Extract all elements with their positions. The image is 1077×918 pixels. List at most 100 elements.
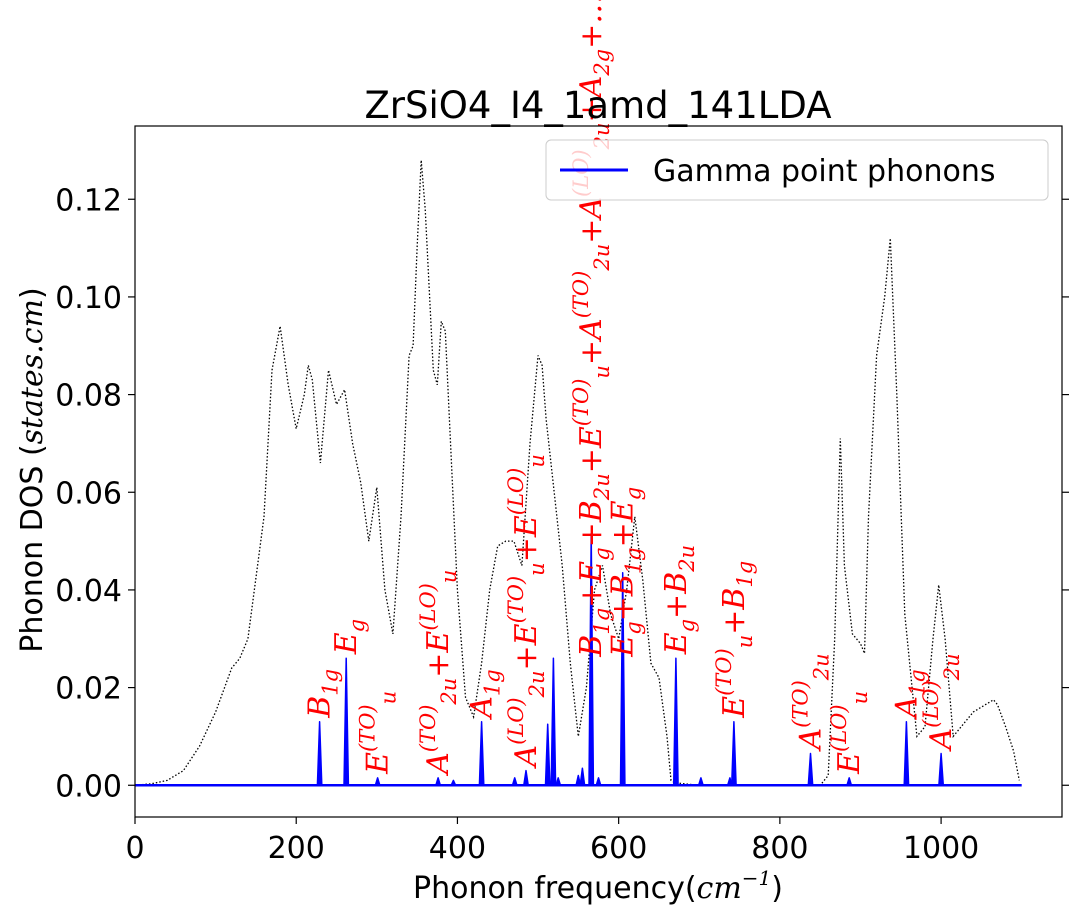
gamma-peaks-layer xyxy=(135,533,1022,787)
peak-label-part: u xyxy=(525,562,549,576)
gamma-peak xyxy=(450,779,457,787)
peak-label: A(LO)2u xyxy=(919,653,964,752)
peak-label-part: E xyxy=(329,632,364,655)
peak-label-part: 2u xyxy=(810,653,834,681)
gamma-peak xyxy=(316,721,323,787)
gamma-peak xyxy=(555,777,562,787)
peak-label-part: +A xyxy=(574,318,609,365)
gamma-peak xyxy=(478,721,485,787)
y-axis-label-unit: states.cm xyxy=(15,299,50,444)
peak-label-part: +E xyxy=(509,623,544,670)
peak-label-part: +B xyxy=(574,500,609,547)
y-axis-label-close: ) xyxy=(15,287,50,299)
peak-label-part: A xyxy=(889,696,924,721)
peak-label-part: +E xyxy=(574,426,609,473)
y-tick-label: 0.06 xyxy=(55,476,122,511)
y-tick-label: 0.02 xyxy=(55,672,122,707)
x-axis-label-exponent: −1 xyxy=(742,866,771,890)
legend-entry-gamma: Gamma point phonons xyxy=(653,154,995,189)
peak-label-part: u xyxy=(377,691,401,705)
peak-label-part: (LO) xyxy=(504,697,528,745)
legend-box xyxy=(545,139,1049,201)
legend: Gamma point phonons xyxy=(545,139,1049,201)
peak-label: A(TO)2u xyxy=(789,653,834,752)
peak-label-part: B xyxy=(574,635,609,658)
peak-label: Eg xyxy=(329,619,369,655)
plot-frame xyxy=(134,125,1063,818)
peak-label-part: g xyxy=(622,487,646,500)
peak-label: E(TO)u xyxy=(356,691,401,775)
gamma-peak xyxy=(523,769,529,787)
peak-label: A(LO)2u+E(TO)u+E(LO)u xyxy=(504,454,549,769)
axes-layer: 0 200 400 600 800 1000 0.00 0.02 0.04 0.06 0.08 0.1… xyxy=(55,125,1069,866)
peak-label-part: 2u xyxy=(940,653,964,681)
y-tick-label: 0.12 xyxy=(55,183,122,218)
peak-label-part: g xyxy=(590,547,614,560)
peak-label-part: u xyxy=(525,454,549,468)
x-tick-label: 400 xyxy=(429,831,486,866)
x-tick-label: 0 xyxy=(125,831,144,866)
peak-label: B1g xyxy=(303,669,343,719)
peak-label-part: E xyxy=(717,696,752,719)
y-tick-label: 0.04 xyxy=(55,574,122,609)
x-axis-label: Phonon frequency(cm−1) xyxy=(413,866,783,906)
peak-label-part: 2u xyxy=(590,244,614,272)
peak-label-part: (TO) xyxy=(569,271,593,319)
gamma-peak xyxy=(595,777,602,787)
peak-label: Eg+B2u xyxy=(659,545,699,655)
x-tick-label: 1000 xyxy=(903,831,979,866)
peak-label-part: +E xyxy=(574,561,609,608)
gamma-peak xyxy=(511,777,518,787)
peak-label-part: A xyxy=(465,696,500,721)
peak-label-part: g xyxy=(622,621,646,634)
peak-label-part: 2u xyxy=(675,545,699,573)
peak-label-part: +A xyxy=(574,76,609,123)
gamma-peak xyxy=(619,572,626,787)
peak-label-part: 1g xyxy=(905,669,929,696)
gamma-peak xyxy=(903,721,910,787)
peak-label-part: 2u xyxy=(437,678,461,706)
peak-label-part: u xyxy=(848,691,872,705)
peak-label-part: (TO) xyxy=(569,379,593,427)
gamma-peak xyxy=(938,752,945,787)
peak-label: Eg+B1g+Eg xyxy=(606,487,646,658)
gamma-peak xyxy=(544,723,551,787)
x-tick-label: 800 xyxy=(751,831,808,866)
x-axis-label-close: ) xyxy=(771,871,783,906)
peak-label: A(TO)2u+E(LO)u xyxy=(416,570,461,777)
peak-label-part: (LO) xyxy=(827,704,851,752)
x-axis-label-main: Phonon frequency( xyxy=(413,871,697,906)
peak-label-part: 2g xyxy=(590,49,614,77)
gamma-peak xyxy=(374,777,381,787)
peak-label-part: 1g xyxy=(481,669,505,696)
dos-curve-layer xyxy=(134,160,1020,786)
peak-label-part: (LO) xyxy=(919,680,943,728)
peak-label-part: A xyxy=(794,728,829,753)
peak-label-part: +E xyxy=(421,631,456,678)
peak-label-part: (TO) xyxy=(712,648,736,696)
gamma-peak xyxy=(550,657,557,787)
peak-label-part: B xyxy=(303,696,338,719)
x-tick-label: 600 xyxy=(590,831,647,866)
peak-label-part: E xyxy=(659,632,694,655)
peak-label: E(TO)u+B1g xyxy=(712,561,757,719)
peak-label-part: (TO) xyxy=(356,704,380,752)
peak-label-part: 1g xyxy=(590,608,614,635)
peak-label-part: u xyxy=(437,570,461,584)
gamma-peak xyxy=(697,777,704,787)
peak-label-part: +A xyxy=(574,197,609,244)
gamma-peak xyxy=(726,777,733,787)
peak-label-part: E xyxy=(361,752,396,775)
peak-label-part: 2u xyxy=(590,473,614,501)
gamma-peak xyxy=(672,657,679,787)
gamma-peak xyxy=(435,777,442,787)
y-axis-label: Phonon DOS (states.cm) xyxy=(15,287,50,652)
peak-label: A1g xyxy=(465,669,505,720)
y-tick-label: 0.00 xyxy=(55,769,122,804)
x-axis-label-unit: cm xyxy=(697,871,742,906)
y-axis-label-main: Phonon DOS ( xyxy=(15,444,50,652)
peak-label-part: +E xyxy=(509,515,544,562)
peak-label-part: (TO) xyxy=(504,576,528,624)
peak-label-part: A xyxy=(421,752,456,777)
